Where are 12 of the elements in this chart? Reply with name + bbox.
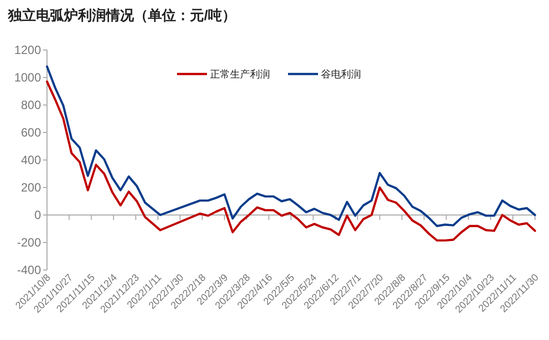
legend-label: 谷电利润 [321, 68, 361, 80]
y-tick-label: -200 [16, 236, 42, 250]
legend-label: 正常生产利润 [210, 68, 270, 80]
y-tick-label: 800 [20, 98, 42, 112]
y-tick-label: 400 [20, 153, 42, 168]
y-tick-label: 1200 [14, 43, 42, 58]
y-tick-label: 200 [20, 180, 42, 195]
y-tick-label: 0 [34, 208, 42, 222]
y-tick-label: 600 [20, 126, 42, 140]
y-tick-label: 1000 [14, 70, 42, 85]
y-tick-label: -400 [16, 263, 42, 278]
chart-title: 独立电弧炉利润情况（单位：元/吨） [7, 7, 236, 23]
